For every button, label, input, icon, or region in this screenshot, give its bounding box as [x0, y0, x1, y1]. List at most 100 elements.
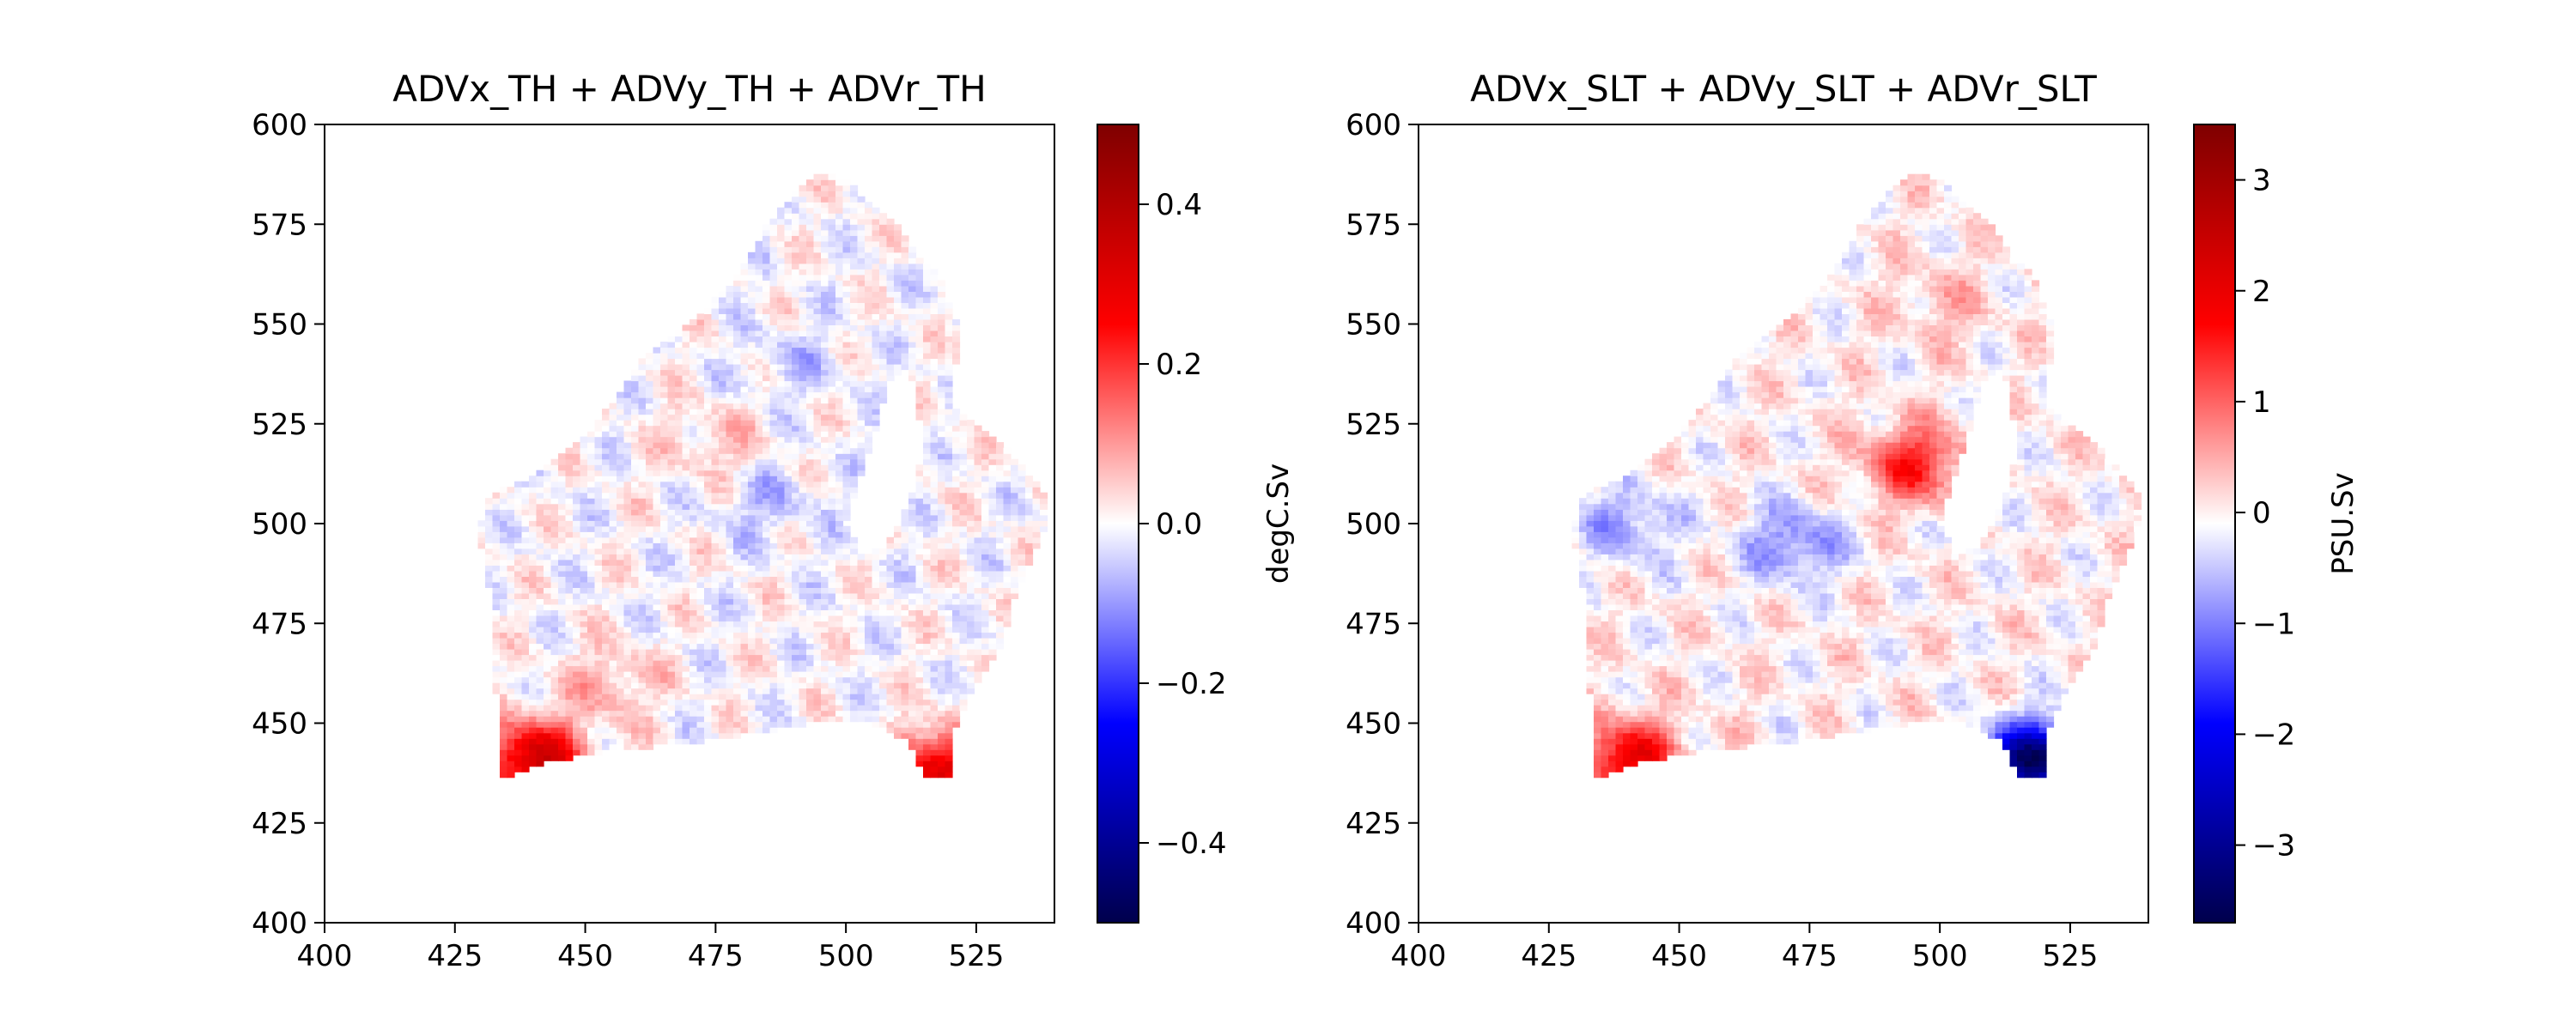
heatmap-cell	[536, 536, 544, 543]
heatmap-cell	[901, 694, 909, 700]
heatmap-cell	[638, 615, 647, 622]
heatmap-cell	[842, 559, 851, 566]
heatmap-cell	[799, 185, 807, 191]
heatmap-cell	[879, 224, 888, 231]
heatmap-cell	[704, 581, 713, 588]
heatmap-cell	[923, 353, 932, 360]
heatmap-cell	[835, 615, 844, 622]
heatmap-cell	[748, 342, 756, 348]
heatmap-cell	[696, 587, 705, 594]
heatmap-cell	[602, 643, 611, 650]
heatmap-cell	[602, 705, 611, 712]
heatmap-cell	[762, 425, 771, 432]
heatmap-cell	[536, 688, 544, 694]
heatmap-cell	[762, 420, 771, 427]
heatmap-cell	[667, 587, 676, 594]
heatmap-cell	[653, 627, 661, 633]
heatmap-cell	[952, 336, 961, 342]
heatmap-cell	[901, 313, 909, 320]
heatmap-cell	[769, 274, 778, 281]
heatmap-cell	[602, 732, 611, 739]
heatmap-cell	[711, 470, 720, 476]
heatmap-cell	[886, 671, 895, 678]
heatmap-cell	[842, 682, 851, 689]
heatmap-cell	[938, 609, 946, 616]
heatmap-cell	[799, 470, 807, 476]
heatmap-cell	[638, 682, 647, 689]
heatmap-cell	[894, 291, 902, 298]
heatmap-cell	[587, 699, 596, 706]
heatmap-cell	[521, 749, 530, 756]
heatmap-cell	[835, 503, 844, 510]
heatmap-cell	[813, 336, 822, 342]
heatmap-cell	[646, 721, 654, 728]
heatmap-cell	[974, 676, 982, 683]
heatmap-cell	[792, 498, 800, 505]
heatmap-cell	[594, 436, 603, 443]
heatmap-cell	[915, 649, 924, 656]
heatmap-cell	[857, 654, 866, 661]
heatmap-cell	[828, 380, 836, 387]
heatmap-cell	[733, 397, 742, 404]
heatmap-cell	[755, 548, 763, 554]
heatmap-cell	[813, 342, 822, 348]
heatmap-cell	[806, 386, 815, 393]
heatmap-cell	[821, 592, 829, 599]
heatmap-cell	[821, 196, 829, 203]
heatmap-cell	[769, 627, 778, 633]
heatmap-cell	[638, 458, 647, 465]
heatmap-cell	[865, 694, 873, 700]
heatmap-cell	[748, 548, 756, 554]
heatmap-cell	[565, 581, 574, 588]
heatmap-cell	[923, 431, 932, 438]
heatmap-cell	[492, 554, 501, 560]
heatmap-cell	[799, 643, 807, 650]
heatmap-cell	[529, 660, 538, 667]
heatmap-cell	[842, 246, 851, 253]
heatmap-cell	[806, 196, 815, 203]
heatmap-cell	[748, 570, 756, 577]
heatmap-cell	[762, 246, 771, 253]
heatmap-cell	[959, 576, 968, 583]
heatmap-cell	[711, 548, 720, 554]
heatmap-cell	[623, 676, 632, 683]
heatmap-cell	[988, 464, 997, 471]
heatmap-cell	[587, 665, 596, 672]
heatmap-cell	[609, 570, 617, 577]
heatmap-cell	[638, 738, 647, 745]
heatmap-cell	[857, 671, 866, 678]
heatmap-cell	[500, 603, 508, 610]
heatmap-cell	[850, 269, 859, 276]
heatmap-cell	[514, 749, 523, 756]
heatmap-cell	[915, 699, 924, 706]
heatmap-cell	[690, 347, 698, 354]
heatmap-cell	[550, 565, 559, 572]
heatmap-cell	[901, 296, 909, 303]
heatmap-cell	[617, 688, 625, 694]
heatmap-cell	[974, 520, 982, 527]
heatmap-cell	[828, 682, 836, 689]
heatmap-cell	[857, 302, 866, 309]
heatmap-cell	[792, 531, 800, 538]
heatmap-cell	[544, 627, 552, 633]
heatmap-cell	[748, 721, 756, 728]
heatmap-cell	[492, 638, 501, 645]
heatmap-cell	[894, 302, 902, 309]
heatmap-cell	[536, 621, 544, 627]
heatmap-cell	[631, 453, 640, 460]
heatmap-cell	[915, 324, 924, 331]
heatmap-cell	[667, 442, 676, 449]
heatmap-cell	[682, 654, 690, 661]
heatmap-cell	[901, 603, 909, 610]
heatmap-cell	[623, 638, 632, 645]
heatmap-cell	[514, 732, 523, 739]
heatmap-cell	[719, 409, 727, 415]
heatmap-cell	[587, 632, 596, 639]
heatmap-cell	[733, 318, 742, 325]
heatmap-cell	[623, 592, 632, 599]
heatmap-cell	[660, 694, 669, 700]
heatmap-cell	[842, 403, 851, 409]
heatmap-cell	[835, 520, 844, 527]
heatmap-cell	[609, 425, 617, 432]
heatmap-cell	[544, 665, 552, 672]
